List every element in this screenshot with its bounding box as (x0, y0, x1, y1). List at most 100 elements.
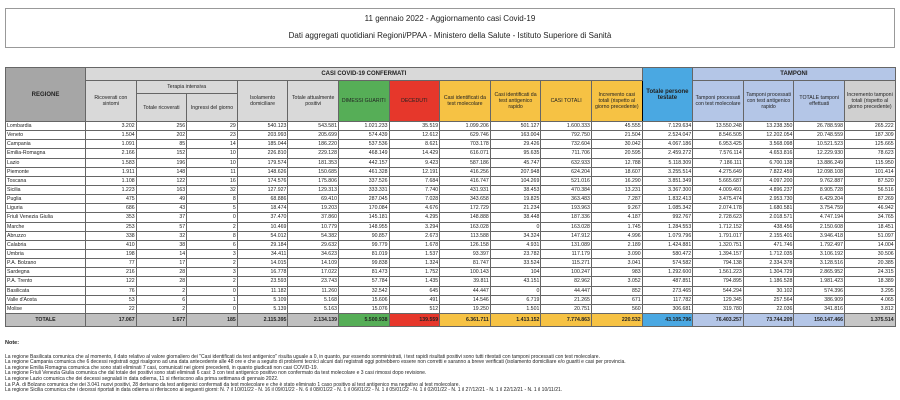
cell-value: 442.157 (337, 157, 390, 168)
col-ti-totale-ricoverati: Totale ricoverati (135, 93, 188, 122)
cell-value: 14.546 (439, 294, 491, 305)
notes-section: Note: La regione Basilicata comunica che… (5, 340, 626, 394)
cell-value: 131.089 (540, 239, 592, 250)
table-row: P.A. Trento 122 28 2 23.593 23.743 57.784 1.435… (5, 276, 896, 287)
cell-value: 125.665 (843, 139, 896, 150)
cell-value: 4.009.491 (692, 184, 744, 196)
cell-value: 624.204 (540, 166, 592, 177)
cell-value: 3.202 (85, 120, 137, 132)
cell-value: 253 (85, 221, 137, 232)
cell-value: 1.712.035 (742, 248, 795, 260)
cell-value: 203.993 (236, 130, 289, 141)
cell-value: 145.181 (337, 212, 390, 223)
cell-value: 29 (186, 120, 238, 132)
cell-value: 126.158 (439, 239, 491, 250)
col-totale-tamponi: TOTALE tamponi effettuati (793, 80, 845, 122)
cell-value: 19.825 (489, 194, 542, 205)
cell-value: 26.788.598 (793, 120, 845, 132)
cell-value: 229.128 (287, 148, 339, 159)
cell-value: 14 (135, 248, 188, 260)
table-row: Sardegna 216 28 3 16.778 17.022 81.473 1.752 100… (5, 267, 896, 278)
table-row: Valle d'Aosta 53 6 1 5.109 5.168 15.606 491 14.5… (5, 294, 896, 305)
cell-value: 4.931 (489, 239, 542, 250)
cell-value: 82.962 (540, 276, 592, 287)
cell-value: 732.604 (540, 139, 592, 150)
cell-value: 5.139 (236, 303, 289, 314)
cell-value: 10 (186, 148, 238, 159)
table-row: Abruzzo 338 32 8 54.012 54.382 90.857 2.673 113.… (5, 230, 896, 241)
cell-value: 1.413.152 (489, 312, 542, 327)
cell-value: 1.304.729 (742, 267, 795, 278)
cell-value: 2.150.608 (793, 221, 845, 232)
region-name: Calabria (5, 239, 86, 250)
cell-value: 9.762.887 (793, 175, 845, 186)
cell-value: 15.606 (337, 294, 390, 305)
cell-value: 115.271 (540, 258, 592, 269)
col-totale-attualmente-positivi: Totale attualmente positivi (287, 80, 339, 122)
cell-value: 4.996 (590, 230, 643, 241)
cell-value: 560 (590, 303, 643, 314)
cell-value: 23 (186, 130, 238, 141)
cell-value: 7.740 (388, 184, 441, 196)
cell-value: 99.779 (337, 239, 390, 250)
cell-value: 265.222 (843, 120, 896, 132)
cell-value: 3.128.516 (793, 258, 845, 269)
cell-value: 4.295 (388, 212, 441, 223)
cell-value: 1.186.528 (742, 276, 795, 287)
region-name: Liguria (5, 203, 86, 214)
cell-value: 16.290 (590, 175, 643, 186)
region-name: Sicilia (5, 184, 86, 196)
table-row: Molise 22 2 0 5.139 5.163 15.076 512 19.250 1.501… (5, 303, 896, 314)
cell-value: 14.004 (843, 239, 896, 250)
cell-value: 487.851 (641, 276, 694, 287)
note-line: La regione Lazio comunica che dei decess… (5, 375, 279, 382)
cell-value: 28 (135, 276, 188, 287)
cell-value: 14 (186, 139, 238, 150)
cell-value: 185.044 (236, 139, 289, 150)
cell-value: 4.097.200 (742, 175, 795, 186)
cell-value: 703.178 (439, 139, 491, 150)
cell-value: 56.516 (843, 184, 896, 196)
region-name: Lombardia (5, 120, 86, 132)
cell-value: 30.102 (742, 285, 795, 296)
cell-value: 1 (186, 294, 238, 305)
table-row: Emilia-Romagna 2.166 152 10 226.810 229.128 46… (5, 148, 896, 159)
report-title: 11 gennaio 2022 - Aggiornamento casi Cov… (364, 14, 536, 23)
cell-value: 2.459.272 (641, 148, 694, 159)
cell-value: 37.860 (287, 212, 339, 223)
cell-value: 2.953.730 (742, 194, 795, 205)
cell-value: 7.684 (388, 175, 441, 186)
region-name: TOTALE (5, 312, 86, 327)
cell-value: 2.018.571 (742, 212, 795, 223)
cell-value: 77 (85, 258, 137, 269)
cell-value: 13.886.249 (793, 157, 845, 168)
region-name: Sardegna (5, 267, 86, 278)
cell-value: 544.294 (692, 285, 744, 296)
cell-value: 4.187 (590, 212, 643, 223)
cell-value: 18.389 (843, 276, 896, 287)
cell-value: 22.036 (742, 303, 795, 314)
cell-value: 2.524.047 (641, 130, 694, 141)
cell-value: 1.745 (590, 221, 643, 232)
cell-value: 319.780 (692, 303, 744, 314)
cell-value: 0 (186, 212, 238, 223)
region-name: Piemonte (5, 166, 86, 177)
cell-value: 416.256 (439, 166, 491, 177)
table-row: Veneto 1.504 202 23 203.993 205.699 574.439 12.… (5, 130, 896, 141)
cell-value: 32 (135, 230, 188, 241)
cell-value: 34.765 (843, 212, 896, 223)
note-line: La regione Basilicata comunica che al mo… (5, 353, 600, 360)
cell-value: 3.041 (590, 258, 643, 269)
cell-value: 81.747 (439, 258, 491, 269)
cell-value: 3.851.349 (641, 175, 694, 186)
cell-value: 1.324 (388, 258, 441, 269)
cell-value: 122 (85, 276, 137, 287)
cell-value: 2.334.378 (742, 258, 795, 269)
cell-value: 49 (135, 194, 188, 205)
cell-value: 148.888 (439, 212, 491, 223)
cell-value: 207.948 (489, 166, 542, 177)
cell-value: 386.909 (793, 294, 845, 305)
cell-value: 0 (186, 285, 238, 296)
cell-value: 4.065 (843, 294, 896, 305)
cell-value: 113.588 (439, 230, 491, 241)
